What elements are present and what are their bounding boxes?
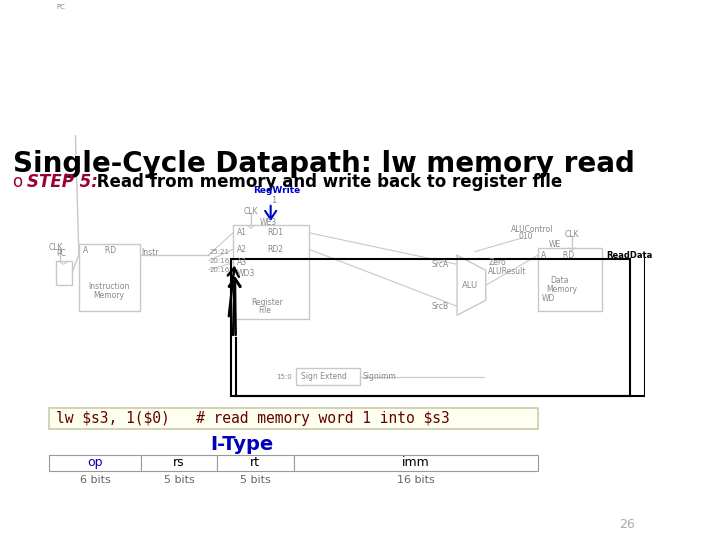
Text: A2: A2 — [237, 245, 247, 254]
Text: WE3: WE3 — [260, 218, 277, 227]
Text: WD: WD — [541, 294, 554, 302]
Text: Instruction: Instruction — [88, 281, 129, 291]
Text: 5 bits: 5 bits — [163, 475, 194, 485]
Bar — [296, 368, 360, 385]
Text: imm: imm — [402, 456, 430, 469]
Text: CLK: CLK — [244, 207, 258, 217]
Text: Sign Extend: Sign Extend — [301, 372, 347, 381]
Text: Read from memory and write back to register file: Read from memory and write back to regis… — [91, 173, 562, 191]
Text: ALU: ALU — [462, 281, 477, 290]
Text: A3: A3 — [237, 258, 247, 267]
Bar — [49, 408, 538, 429]
Text: STEP 5:: STEP 5: — [27, 173, 98, 191]
Bar — [217, 455, 294, 471]
Text: A       RD: A RD — [84, 246, 117, 254]
Text: 20:16: 20:16 — [210, 258, 230, 264]
Text: SrcA: SrcA — [432, 260, 449, 269]
Bar — [79, 244, 140, 312]
Text: 5 bits: 5 bits — [240, 475, 271, 485]
Text: ALUResult: ALUResult — [488, 267, 527, 276]
Text: WD3: WD3 — [237, 269, 255, 278]
Text: 20:16: 20:16 — [210, 267, 230, 273]
Text: Memory: Memory — [93, 291, 125, 300]
Text: Signimm: Signimm — [363, 372, 397, 381]
Text: 010: 010 — [518, 232, 533, 241]
Text: 6 bits: 6 bits — [80, 475, 110, 485]
Text: Single-Cycle Datapath: lw memory read: Single-Cycle Datapath: lw memory read — [12, 151, 634, 178]
Text: 1: 1 — [271, 196, 276, 205]
Text: ALUControl: ALUControl — [511, 225, 554, 234]
Text: File: File — [258, 306, 271, 315]
Text: RD1: RD1 — [267, 228, 283, 238]
Text: rt: rt — [251, 456, 261, 469]
Text: 15:0: 15:0 — [276, 374, 292, 380]
Text: Instr: Instr — [142, 248, 159, 257]
Polygon shape — [457, 255, 486, 315]
Text: Memory: Memory — [546, 285, 577, 294]
Text: Zero: Zero — [488, 258, 506, 267]
Bar — [55, 261, 72, 285]
Text: o: o — [12, 173, 22, 191]
Text: RegWrite: RegWrite — [253, 186, 300, 195]
Text: rs: rs — [174, 456, 185, 469]
Text: 16 bits: 16 bits — [397, 475, 434, 485]
Text: PC: PC — [56, 4, 66, 10]
Text: Data: Data — [550, 275, 569, 285]
Bar — [538, 248, 602, 312]
Text: RD2: RD2 — [267, 245, 283, 254]
Text: I-Type: I-Type — [210, 435, 274, 454]
Bar — [231, 259, 630, 396]
Text: Register: Register — [251, 298, 283, 307]
Text: A1: A1 — [237, 228, 247, 238]
Text: ReadData: ReadData — [606, 251, 652, 260]
Text: CLK: CLK — [48, 244, 63, 252]
Text: WE: WE — [549, 240, 561, 249]
Text: op: op — [87, 456, 103, 469]
Text: A       RD: A RD — [541, 251, 575, 260]
Text: CLK: CLK — [564, 230, 579, 239]
Text: PC: PC — [56, 249, 66, 258]
Bar — [233, 225, 309, 319]
Text: lw $s3, 1($0)   # read memory word 1 into $s3: lw $s3, 1($0) # read memory word 1 into … — [56, 411, 450, 426]
Text: SrcB: SrcB — [432, 302, 449, 310]
Text: 25:21: 25:21 — [210, 248, 230, 254]
Bar — [141, 455, 217, 471]
Bar — [49, 455, 141, 471]
Bar — [294, 455, 538, 471]
Text: 26: 26 — [618, 518, 634, 531]
